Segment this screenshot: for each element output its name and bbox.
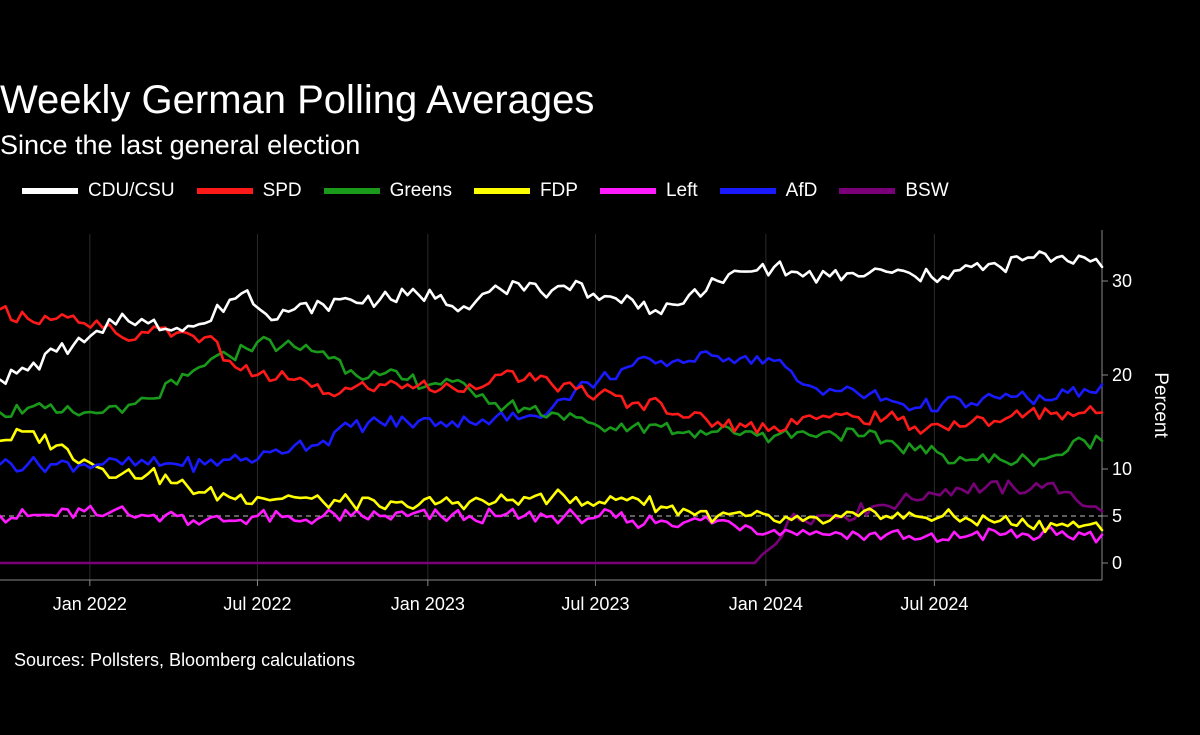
legend-swatch [719,188,776,194]
legend-swatch [323,188,380,194]
legend-swatch [22,188,78,194]
y-axis-label: Percent [1150,372,1171,438]
legend-label: Left [665,180,698,201]
legend-label: Greens [389,180,452,201]
legend-label: AfD [785,180,818,201]
legend-item-cdu-csu: CDU/CSU [22,180,175,202]
y-tick-label: 10 [1112,459,1132,479]
legend-item-bsw: BSW [839,180,949,202]
y-tick-label: 0 [1112,553,1122,573]
series-line-bsw [0,479,1104,565]
legend-swatch [473,188,530,194]
series-line-cdu-csu [0,250,1104,385]
y-tick-label: 5 [1112,506,1122,526]
x-tick-label: Jul 2022 [223,594,291,614]
legend-item-fdp: FDP [473,180,578,202]
x-tick-label: Jul 2024 [900,594,968,614]
legend-label: CDU/CSU [88,180,175,201]
legend-label: FDP [539,180,578,201]
y-tick-label: 30 [1112,271,1132,291]
legend-label: SPD [262,180,302,201]
chart-subtitle: Since the last general election [0,130,361,160]
y-tick-label: 20 [1112,365,1132,385]
legend-swatch [599,188,656,194]
legend-item-spd: SPD [196,180,302,202]
legend-swatch [839,188,896,194]
chart-title: Weekly German Polling Averages [0,78,595,122]
source-note: Sources: Pollsters, Bloomberg calculatio… [14,650,356,670]
legend-label: BSW [905,180,949,201]
series-line-left [0,504,1104,544]
x-tick-label: Jan 2022 [53,594,127,614]
x-tick-label: Jan 2023 [391,594,465,614]
legend-swatch [196,188,253,194]
series-line-spd [0,305,1104,435]
legend-item-afd: AfD [719,180,818,202]
line-chart: Jan 2022 Jul 2022 Jan 2023 Jul 2023 Jan 2024… [0,230,1171,614]
series-line-greens [0,335,1104,468]
x-tick-label: Jul 2023 [561,594,629,614]
series-line-afd [0,350,1104,474]
x-tick-label: Jan 2024 [729,594,803,614]
legend-item-left: Left [599,180,698,202]
series-line-fdp [0,427,1104,534]
chart-legend: CDU/CSU SPD Greens FDP Left AfD BSW [22,180,971,202]
legend-item-greens: Greens [323,180,452,202]
